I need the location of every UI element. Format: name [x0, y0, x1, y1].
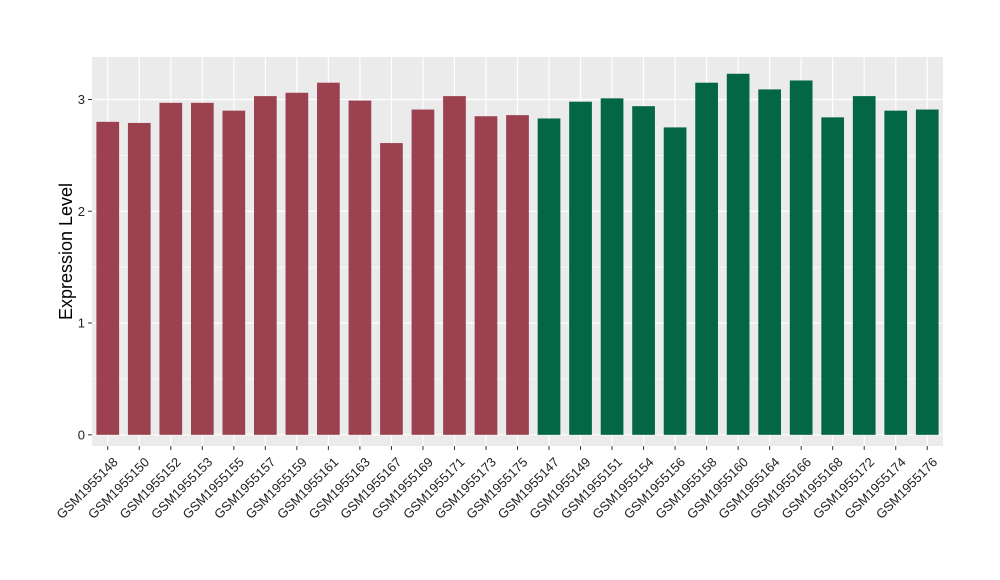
- bar: [443, 96, 466, 435]
- bars: [96, 73, 939, 435]
- bar: [852, 96, 876, 435]
- bar: [758, 89, 781, 435]
- bar: [506, 115, 529, 435]
- bar: [537, 118, 561, 435]
- bar: [569, 101, 592, 435]
- bar: [222, 110, 246, 435]
- bar: [884, 110, 908, 435]
- bar: [789, 80, 813, 435]
- y-tick-label: 0: [78, 427, 85, 442]
- bar: [632, 106, 655, 435]
- y-tick-label: 2: [78, 204, 85, 219]
- bar: [915, 109, 939, 435]
- bar: [285, 92, 309, 435]
- bar: [695, 82, 718, 435]
- bar: [317, 82, 340, 435]
- bar: [190, 102, 214, 435]
- bar: [474, 116, 498, 435]
- bar: [96, 121, 120, 435]
- bar: [254, 96, 277, 435]
- bar: [348, 100, 372, 435]
- bar: [821, 117, 845, 435]
- y-axis: 0 1 2 3: [78, 92, 92, 442]
- y-tick-label: 3: [78, 92, 85, 107]
- bar: [380, 143, 403, 435]
- bar: [159, 102, 183, 435]
- y-tick-label: 1: [78, 316, 85, 331]
- y-axis-title: Expression Level: [56, 183, 76, 320]
- bar: [663, 127, 687, 435]
- x-axis: GSM1955148GSM1955150GSM1955152GSM1955153…: [53, 446, 940, 522]
- bar: [411, 109, 435, 435]
- bar: [600, 98, 624, 435]
- bar: [127, 122, 151, 435]
- bar: [726, 73, 750, 435]
